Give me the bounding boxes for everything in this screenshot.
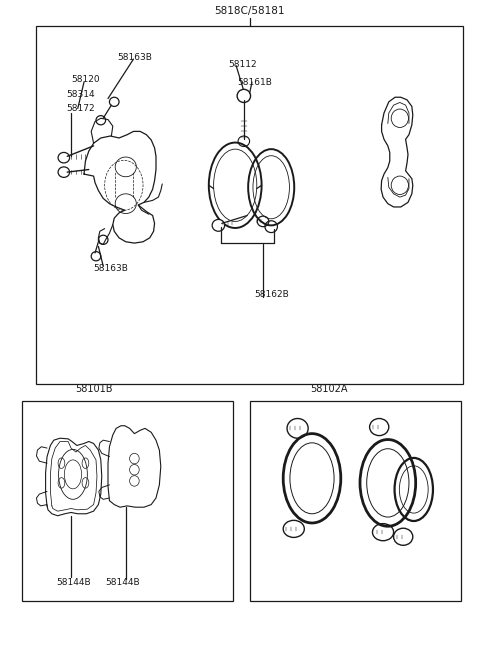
Bar — [22, 401, 233, 601]
Text: 58161B: 58161B — [238, 78, 273, 87]
Text: 58102A: 58102A — [310, 384, 348, 394]
Bar — [250, 401, 461, 601]
Ellipse shape — [58, 167, 70, 177]
Text: 58172: 58172 — [66, 104, 95, 113]
Text: 58120: 58120 — [71, 75, 100, 84]
Text: 58144B: 58144B — [106, 578, 140, 587]
Text: 58163B: 58163B — [118, 53, 153, 62]
Text: 58162B: 58162B — [254, 290, 289, 299]
Ellipse shape — [58, 152, 70, 163]
Text: 58314: 58314 — [66, 89, 95, 99]
Ellipse shape — [237, 89, 251, 102]
Text: 5818C/58181: 5818C/58181 — [215, 7, 285, 16]
Bar — [36, 26, 463, 384]
Text: 58144B: 58144B — [57, 578, 91, 587]
Text: 58112: 58112 — [228, 60, 257, 69]
Text: 58101B: 58101B — [75, 384, 112, 394]
Ellipse shape — [212, 219, 225, 231]
Text: 58163B: 58163B — [94, 263, 129, 273]
